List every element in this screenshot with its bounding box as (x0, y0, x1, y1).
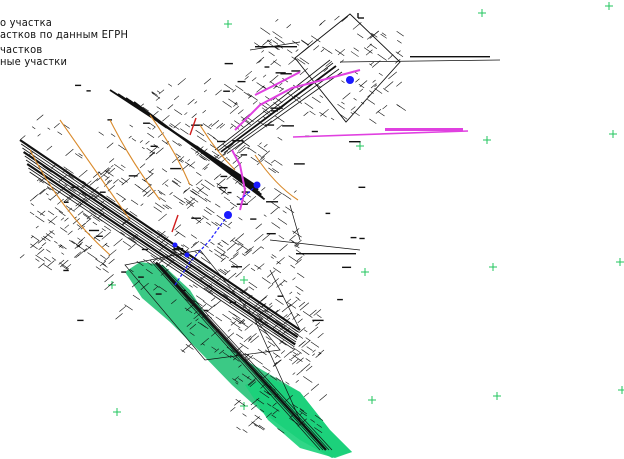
map-legend: о участка астков по данным ЕГРН частков … (0, 17, 128, 67)
corner-mark-icon (357, 13, 364, 19)
plus-cross-icon (478, 9, 486, 17)
plus-cross-icon (240, 276, 248, 284)
plus-cross-icon (605, 2, 613, 10)
blue-markers (172, 76, 354, 258)
plus-cross-icon (609, 130, 617, 138)
plus-cross-icon (368, 396, 376, 404)
blue-dashed-line (174, 184, 258, 286)
plus-cross-icon (108, 281, 116, 289)
plus-cross-icon (483, 136, 491, 144)
lower-parcel-frame (124, 249, 281, 361)
legend-item-other: ные участки (0, 54, 68, 68)
red-markers (171, 117, 197, 233)
plus-cross-icon (618, 386, 624, 394)
orange-contours (29, 114, 299, 256)
plus-cross-icon (616, 258, 624, 266)
plus-cross-icon (240, 402, 248, 410)
upper-parcel-frame (294, 13, 401, 123)
legend-item-egrn: астков по данным ЕГРН (0, 27, 129, 41)
grid-crosses (108, 2, 624, 416)
legend-item-parcels: частков (0, 43, 43, 56)
plus-cross-icon (224, 20, 232, 28)
plus-cross-icon (489, 263, 497, 271)
plus-cross-icon (356, 142, 364, 150)
legend-item-parcel: о участка (0, 16, 53, 29)
plus-cross-icon (493, 392, 501, 400)
magenta-route (231, 69, 469, 211)
magenta-labels (385, 128, 463, 131)
survey-linework (19, 15, 501, 451)
plus-cross-icon (113, 408, 121, 416)
plus-cross-icon (361, 268, 369, 276)
